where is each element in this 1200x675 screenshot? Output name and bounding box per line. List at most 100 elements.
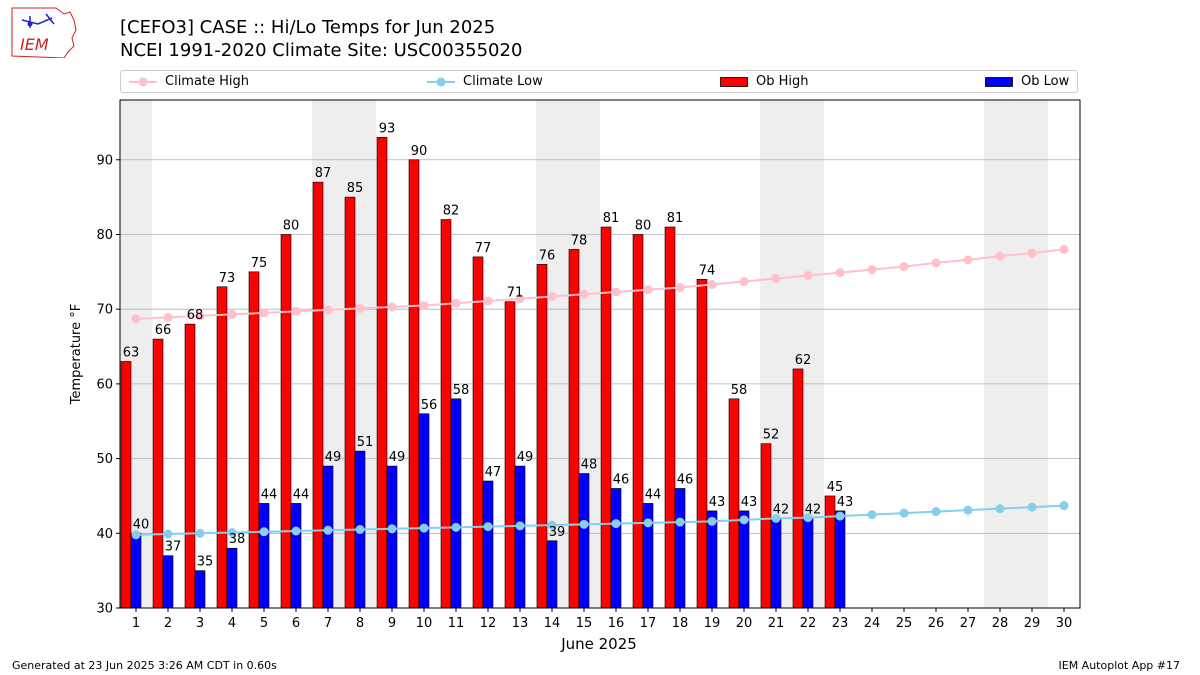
y-tick-label: 50 (96, 452, 113, 467)
ob-low-bar (610, 488, 622, 609)
y-tick-label: 40 (96, 527, 113, 542)
climate-low-point (803, 513, 813, 523)
x-tick-label: 29 (1024, 616, 1041, 631)
weekend-shade (760, 100, 792, 608)
x-tick-label: 21 (768, 616, 785, 631)
ob-high-label: 68 (187, 308, 204, 323)
ob-high-label: 82 (443, 204, 460, 219)
climate-high-point (803, 271, 813, 281)
climate-low-point (931, 507, 941, 517)
climate-high-point (291, 306, 301, 316)
climate-high-point (675, 283, 685, 293)
climate-high-point (483, 296, 493, 306)
ob-low-bar (386, 465, 398, 609)
ob-high-label: 81 (667, 211, 684, 226)
ob-high-bar (184, 323, 196, 609)
x-tick-label: 2 (164, 616, 172, 631)
climate-high-point (579, 289, 589, 299)
ob-low-bar (226, 547, 238, 609)
weekend-shade (792, 100, 824, 608)
ob-low-label: 49 (517, 450, 534, 465)
x-tick-label: 15 (576, 616, 593, 631)
legend-label: Ob Low (1021, 74, 1070, 89)
ob-high-bar (824, 495, 836, 609)
x-tick-label: 7 (324, 616, 332, 631)
ob-high-bar (632, 234, 644, 609)
ob-high-label: 80 (635, 218, 652, 233)
ob-high-label: 78 (571, 233, 588, 248)
climate-low-point (835, 511, 845, 521)
ob-high-bar (728, 398, 740, 609)
x-tick-label: 14 (544, 616, 561, 631)
climate-low-point (739, 515, 749, 525)
climate-low-point (483, 522, 493, 532)
x-tick-label: 13 (512, 616, 529, 631)
legend-climate-high-marker (129, 77, 157, 86)
ob-low-label: 58 (453, 383, 470, 398)
climate-high-point (387, 302, 397, 312)
ob-low-bar (706, 510, 718, 609)
climate-low-line (135, 504, 1065, 536)
ob-high-label: 90 (411, 144, 428, 159)
ob-low-bar (194, 570, 206, 609)
climate-high-point (323, 305, 333, 315)
legend-ob-high-swatch (720, 76, 748, 87)
ob-low-label: 35 (197, 555, 214, 570)
ob-low-label: 47 (485, 465, 502, 480)
ob-high-bar (120, 361, 132, 609)
iem-logo: IEM (11, 7, 77, 58)
ob-low-label: 37 (165, 540, 182, 555)
x-tick-label: 10 (416, 616, 433, 631)
climate-high-point (259, 308, 269, 318)
climate-high-point (451, 298, 461, 308)
y-tick-label: 80 (96, 228, 113, 243)
x-tick-label: 5 (260, 616, 268, 631)
x-tick-label: 26 (928, 616, 945, 631)
climate-high-point (1059, 244, 1069, 254)
weekend-shade (984, 100, 1016, 608)
climate-low-point (547, 520, 557, 530)
x-tick-label: 19 (704, 616, 721, 631)
ob-low-bar (674, 488, 686, 609)
climate-high-point (547, 291, 557, 301)
climate-high-point (419, 300, 429, 310)
climate-low-point (259, 527, 269, 537)
ob-high-label: 71 (507, 286, 524, 301)
climate-low-point (771, 513, 781, 523)
climate-low-point (611, 519, 621, 529)
legend-ob-low: Ob Low (985, 71, 1069, 92)
ob-low-label: 39 (549, 525, 566, 540)
ob-low-label: 42 (773, 502, 790, 517)
climate-high-point (899, 262, 909, 272)
ob-high-label: 52 (763, 428, 780, 443)
ob-high-label: 58 (731, 383, 748, 398)
generated-timestamp: Generated at 23 Jun 2025 3:26 AM CDT in … (12, 659, 277, 672)
weekend-shade (312, 100, 344, 608)
x-tick-label: 11 (448, 616, 465, 631)
x-tick-label: 9 (388, 616, 396, 631)
ob-low-label: 48 (581, 458, 598, 473)
climate-low-point (707, 516, 717, 526)
svg-text:IEM: IEM (20, 35, 49, 54)
weekend-shade (120, 100, 152, 608)
ob-high-bar (216, 286, 228, 609)
ob-high-bar (568, 249, 580, 609)
ob-high-bar (408, 159, 420, 609)
climate-high-point (963, 255, 973, 265)
legend-climate-low-marker (427, 77, 455, 86)
y-axis-label: Temperature °F (69, 304, 84, 405)
weekend-shade (536, 100, 568, 608)
ob-high-bar (248, 271, 260, 609)
ob-high-bar (280, 234, 292, 609)
ob-low-bar (642, 503, 654, 609)
climate-low-point (131, 530, 141, 540)
climate-high-point (611, 287, 621, 297)
ob-high-bar (664, 226, 676, 609)
climate-low-point (291, 526, 301, 536)
climate-high-point (227, 309, 237, 319)
ob-high-label: 76 (539, 248, 556, 263)
climate-low-point (451, 522, 461, 532)
climate-low-point (387, 524, 397, 534)
ob-low-label: 46 (613, 472, 630, 487)
ob-high-label: 45 (827, 480, 844, 495)
